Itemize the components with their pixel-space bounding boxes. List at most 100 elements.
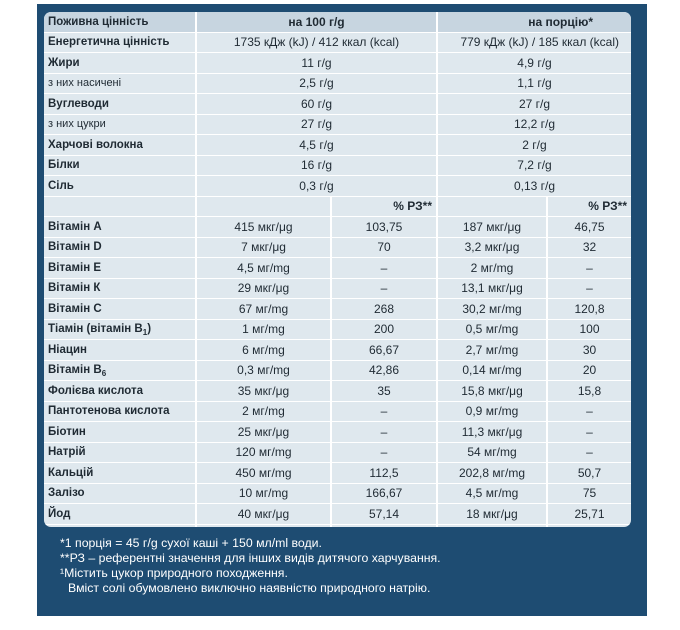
nutrient-name-text: Біотин bbox=[48, 425, 86, 438]
nutrient-name-text: Натрій bbox=[48, 446, 86, 459]
value-per-portion: 4,9 г/g bbox=[437, 52, 631, 74]
micronutrient-row: Натрій 120 мг/mg –54 мг/mg – bbox=[44, 442, 631, 463]
reference-percent-portion: 20 bbox=[547, 360, 631, 381]
reference-percent-100g: 268 bbox=[331, 298, 438, 320]
reference-percent-portion: – bbox=[547, 257, 631, 279]
value-per-100g: 120 мг/mg bbox=[196, 442, 332, 463]
footnote-portion: *1 порція = 45 г/g сухої каші + 150 мл/m… bbox=[60, 536, 322, 550]
value-per-portion: 18 мкг/μg bbox=[437, 503, 548, 525]
reference-percent-100g: 70 bbox=[331, 237, 438, 258]
nutrient-name: Вітамін К bbox=[44, 278, 197, 299]
nutrient-name-text: Кальцій bbox=[48, 466, 94, 479]
reference-percent-portion: 25,71 bbox=[547, 503, 631, 525]
value-per-100g: 0,3 г/g bbox=[196, 175, 438, 197]
value-per-portion: 1,8 мг/mg bbox=[437, 524, 548, 527]
value-per-100g: 11 г/g bbox=[196, 52, 438, 74]
reference-percent-portion: 46,75 bbox=[547, 216, 631, 238]
micronutrient-row: Вітамін Е 4,5 мг/mg –2 мг/mg – bbox=[44, 257, 631, 279]
value-per-portion: 54 мг/mg bbox=[437, 442, 548, 463]
value-per-portion: 0,9 мг/mg bbox=[437, 401, 548, 422]
reference-percent-100g: 200 bbox=[331, 319, 438, 340]
micronutrient-row: Пантотенова кислота 2 мг/mg –0,9 мг/mg – bbox=[44, 401, 631, 422]
value-per-100g: 27 г/g bbox=[196, 114, 438, 135]
micronutrient-row: Вітамін В6 0,3 мг/mg 42,86 0,14 мг/mg 20 bbox=[44, 360, 631, 381]
value-per-portion: 12,2 г/g bbox=[437, 114, 631, 135]
micronutrient-row: Вітамін С 67 мг/mg 268 30,2 мг/mg 120,8 bbox=[44, 298, 631, 320]
micronutrient-row: Залізо 10 мг/mg 166,67 4,5 мг/mg 75 bbox=[44, 483, 631, 504]
reference-percent-header-100g: % РЗ** bbox=[331, 196, 438, 217]
value-per-100g: 4,5 г/g bbox=[196, 134, 438, 156]
empty-cell bbox=[44, 196, 197, 217]
value-per-portion: 1,1 г/g bbox=[437, 73, 631, 94]
footnote-natural-sugar: ¹Містить цукор природного походження. bbox=[60, 566, 288, 580]
nutrient-name-subscript: 1 bbox=[142, 328, 148, 338]
reference-percent-portion: 50,7 bbox=[547, 462, 631, 484]
reference-percent-portion: 100 bbox=[547, 319, 631, 340]
header-per-100g: на 100 г/g bbox=[196, 12, 438, 33]
value-per-portion: 30,2 мг/mg bbox=[437, 298, 548, 320]
micronutrient-row: Біотин 25 мкг/μg –11,3 мкг/μg – bbox=[44, 421, 631, 443]
value-per-portion: 2 г/g bbox=[437, 134, 631, 156]
reference-percent-100g: 42,86 bbox=[331, 360, 438, 381]
nutrient-name-text: Вітамін С bbox=[48, 302, 102, 315]
micronutrient-row: Йод 40 мкг/μg 57,14 18 мкг/μg 25,71 bbox=[44, 503, 631, 525]
nutrient-name: з них цукри bbox=[44, 114, 197, 135]
reference-percent-100g: 35 bbox=[331, 380, 438, 402]
value-per-portion: 0,5 мг/mg bbox=[437, 319, 548, 340]
footnote-salt: Вміст солі обумовлено виключно наявністю… bbox=[68, 581, 431, 595]
nutrient-name: Вітамін D bbox=[44, 237, 197, 258]
value-per-portion: 3,2 мкг/μg bbox=[437, 237, 548, 258]
nutrient-name-text: Тіамін (вітамін В bbox=[48, 323, 143, 336]
value-per-100g: 2,5 г/g bbox=[196, 73, 438, 94]
nutrient-name-text: Залізо bbox=[48, 487, 85, 500]
nutrient-name-text: Вітамін К bbox=[48, 282, 101, 295]
micronutrient-row: Вітамін А 415 мкг/μg 103,75 187 мкг/μg 46,75 bbox=[44, 216, 631, 238]
reference-percent-100g: – bbox=[331, 257, 438, 279]
nutrient-name: Натрій bbox=[44, 442, 197, 463]
reference-percent-100g: – bbox=[331, 421, 438, 443]
reference-percent-portion: 45 bbox=[547, 524, 631, 527]
reference-percent-100g: – bbox=[331, 442, 438, 463]
value-per-portion: 13,1 мкг/μg bbox=[437, 278, 548, 299]
value-per-portion: 187 мкг/μg bbox=[437, 216, 548, 238]
reference-percent-100g: – bbox=[331, 278, 438, 299]
value-per-100g: 40 мкг/μg bbox=[196, 503, 332, 525]
energy-per-100g: 1735 кДж (kJ) / 412 ккал (kcal) bbox=[196, 32, 438, 53]
value-per-portion: 15,8 мкг/μg bbox=[437, 380, 548, 402]
reference-percent-100g: 166,67 bbox=[331, 483, 438, 504]
nutrient-name: Жири bbox=[44, 52, 197, 74]
header-per-portion: на порцію* bbox=[437, 12, 631, 33]
value-per-portion: 4,5 мг/mg bbox=[437, 483, 548, 504]
value-per-portion: 7,2 г/g bbox=[437, 155, 631, 176]
energy-name: Енергетична цінність bbox=[44, 32, 197, 53]
reference-percent-portion: 32 bbox=[547, 237, 631, 258]
value-per-100g: 415 мкг/μg bbox=[196, 216, 332, 238]
energy-row: Енергетична цінність 1735 кДж (kJ) / 412… bbox=[44, 32, 631, 53]
value-per-100g: 67 мг/mg bbox=[196, 298, 332, 320]
reference-percent-portion: 15,8 bbox=[547, 380, 631, 402]
energy-per-portion: 779 кДж (kJ) / 185 ккал (kcal) bbox=[437, 32, 631, 53]
nutrient-name: Біотин bbox=[44, 421, 197, 443]
macro-row: з них цукри 27 г/g 12,2 г/g bbox=[44, 114, 631, 135]
nutrient-name-text: Вітамін А bbox=[48, 220, 102, 233]
micronutrient-row: Тіамін (вітамін В1) 1 мг/mg 200 0,5 мг/mg 10… bbox=[44, 319, 631, 340]
value-per-portion: 11,3 мкг/μg bbox=[437, 421, 548, 443]
value-per-100g: 35 мкг/μg bbox=[196, 380, 332, 402]
nutrient-name: Пантотенова кислота bbox=[44, 401, 197, 422]
footnotes: *1 порція = 45 г/g сухої каші + 150 мл/m… bbox=[60, 536, 640, 596]
nutrient-name: Тіамін (вітамін В1) bbox=[44, 319, 197, 340]
nutrient-name: Йод bbox=[44, 503, 197, 525]
nutrient-name-text: Вітамін Е bbox=[48, 261, 102, 274]
reference-percent-header-portion: % РЗ** bbox=[547, 196, 631, 217]
reference-percent-portion: 30 bbox=[547, 339, 631, 361]
nutrient-name-text: Вітамін В bbox=[48, 364, 102, 377]
empty-cell bbox=[437, 196, 548, 217]
value-per-portion: 2 мг/mg bbox=[437, 257, 548, 279]
header-nutrient: Поживна цінність bbox=[44, 12, 197, 33]
macro-row: Білки 16 г/g 7,2 г/g bbox=[44, 155, 631, 176]
nutrition-table-card: Поживна цінність на 100 г/g на порцію* Е… bbox=[44, 12, 631, 527]
reference-percent-100g: 66,67 bbox=[331, 339, 438, 361]
macro-row: Харчові волокна 4,5 г/g 2 г/g bbox=[44, 134, 631, 156]
micronutrient-row: Кальцій 450 мг/mg 112,5 202,8 мг/mg 50,7 bbox=[44, 462, 631, 484]
value-per-100g: 10 мг/mg bbox=[196, 483, 332, 504]
